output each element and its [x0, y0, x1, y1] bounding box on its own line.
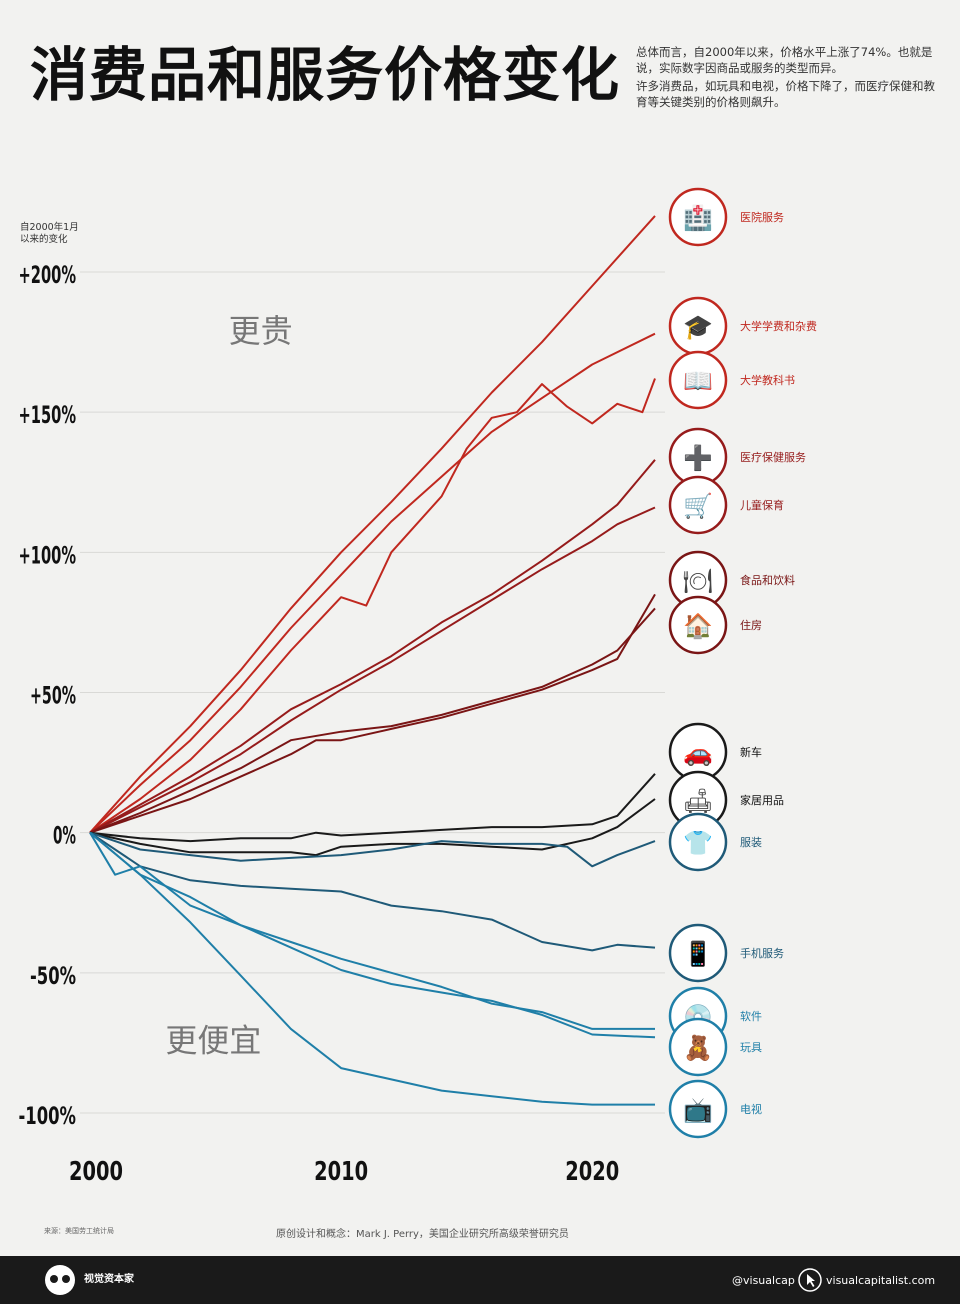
series-icon-bubble — [668, 350, 728, 410]
footer-bar — [0, 1256, 960, 1304]
series-line — [89, 459, 656, 834]
series-label: 大学教科书 — [740, 373, 795, 387]
y-tick-label: +100% — [19, 541, 77, 569]
car-icon: 🚗 — [683, 739, 713, 767]
series-icon-bubble — [668, 1017, 728, 1077]
credit-note: 原创设计和概念：Mark J. Perry，美国企业研究所高级荣誉研究员 — [276, 1229, 569, 1240]
series-line — [89, 378, 656, 834]
sofa-icon: 🛋 — [683, 787, 713, 815]
subtitle-line-1: 总体而言，自2000年以来，价格水平上涨了74%。也就是说，实际数字因商品或服务… — [636, 45, 933, 75]
series-line — [89, 773, 656, 843]
series-line — [89, 215, 656, 834]
tv-icon: 📺 — [683, 1096, 713, 1124]
series-label: 医院服务 — [740, 210, 784, 224]
brand-logo-icon — [45, 1265, 75, 1295]
subtitle: 总体而言，自2000年以来，价格水平上涨了74%。也就是说，实际数字因商品或服务… — [636, 44, 936, 112]
series-line — [89, 831, 656, 1039]
y-tick-label: -100% — [19, 1102, 77, 1130]
series-icon-bubble — [668, 475, 728, 535]
toys-icon: 🧸 — [683, 1034, 713, 1062]
website-link[interactable]: visualcapitalist.com — [826, 1274, 936, 1287]
series-line — [89, 831, 656, 952]
series-line — [89, 506, 656, 834]
series-label: 医疗保健服务 — [740, 450, 806, 464]
cursor-icon — [798, 1268, 822, 1292]
series-icon-bubble — [668, 812, 728, 872]
series-line — [89, 832, 655, 1030]
stroller-icon: 🛒 — [683, 492, 713, 520]
annotation-more-expensive: 更贵 — [229, 312, 293, 350]
series-label: 软件 — [740, 1009, 762, 1023]
y-tick-label: +150% — [19, 401, 77, 429]
x-tick-label: 2000 — [69, 1157, 123, 1187]
series-label: 电视 — [740, 1102, 762, 1116]
food-icon: 🍽 — [683, 567, 713, 595]
series-label: 服装 — [740, 836, 762, 849]
series-line — [89, 831, 656, 868]
smartphone-icon: 📱 — [683, 940, 713, 968]
series-line — [89, 593, 656, 834]
graduation-cap-icon: 🎓 — [683, 313, 713, 341]
medical-kit-icon: ➕ — [683, 444, 713, 472]
y-tick-label: 0% — [53, 822, 76, 850]
x-tick-label: 2010 — [314, 1157, 368, 1187]
y-tick-label: +50% — [30, 682, 76, 710]
series-label: 家居用品 — [740, 793, 784, 807]
series-label: 食品和饮料 — [740, 573, 795, 587]
x-tick-label: 2020 — [565, 1157, 619, 1187]
y-axis-label: 自2000年1月以来的变化 — [20, 221, 79, 245]
house-icon: 🏠 — [683, 612, 713, 640]
textbook-icon: 📖 — [683, 367, 713, 395]
series-label: 儿童保育 — [740, 498, 784, 512]
series-icon-bubble — [668, 187, 728, 247]
page-title: 消费品和服务价格变化 — [30, 41, 621, 109]
social-handle[interactable]: @visualcap — [732, 1274, 795, 1287]
series-line — [89, 607, 656, 834]
y-tick-label: +200% — [19, 261, 77, 289]
series-label: 玩具 — [740, 1041, 762, 1054]
series-line — [89, 831, 655, 1106]
series-icon-bubble — [668, 1079, 728, 1139]
hospital-icon: 🏥 — [683, 204, 713, 232]
shirt-icon: 👕 — [683, 829, 713, 857]
annotation-cheaper: 更便宜 — [165, 1021, 261, 1059]
series-icon-bubble — [668, 595, 728, 655]
line-chart: 自2000年1月以来的变化 +200% +150% +100% +50% 0% -50% -1… — [19, 187, 817, 1187]
subtitle-line-2: 许多消费品，如玩具和电视，价格下降了，而医疗保健和教育等关键类别的价格则飙升。 — [636, 79, 935, 109]
series-label: 住房 — [740, 618, 762, 632]
series-line — [89, 798, 656, 857]
series-label: 大学学费和杂费 — [740, 319, 817, 333]
series-label: 手机服务 — [740, 946, 784, 960]
y-tick-label: -50% — [30, 962, 76, 990]
series-label: 新车 — [740, 745, 762, 759]
brand-name: 视觉资本家 — [84, 1274, 134, 1285]
series-icon-bubble — [668, 923, 728, 983]
source-note: 来源：美国劳工统计局 — [44, 1227, 114, 1235]
